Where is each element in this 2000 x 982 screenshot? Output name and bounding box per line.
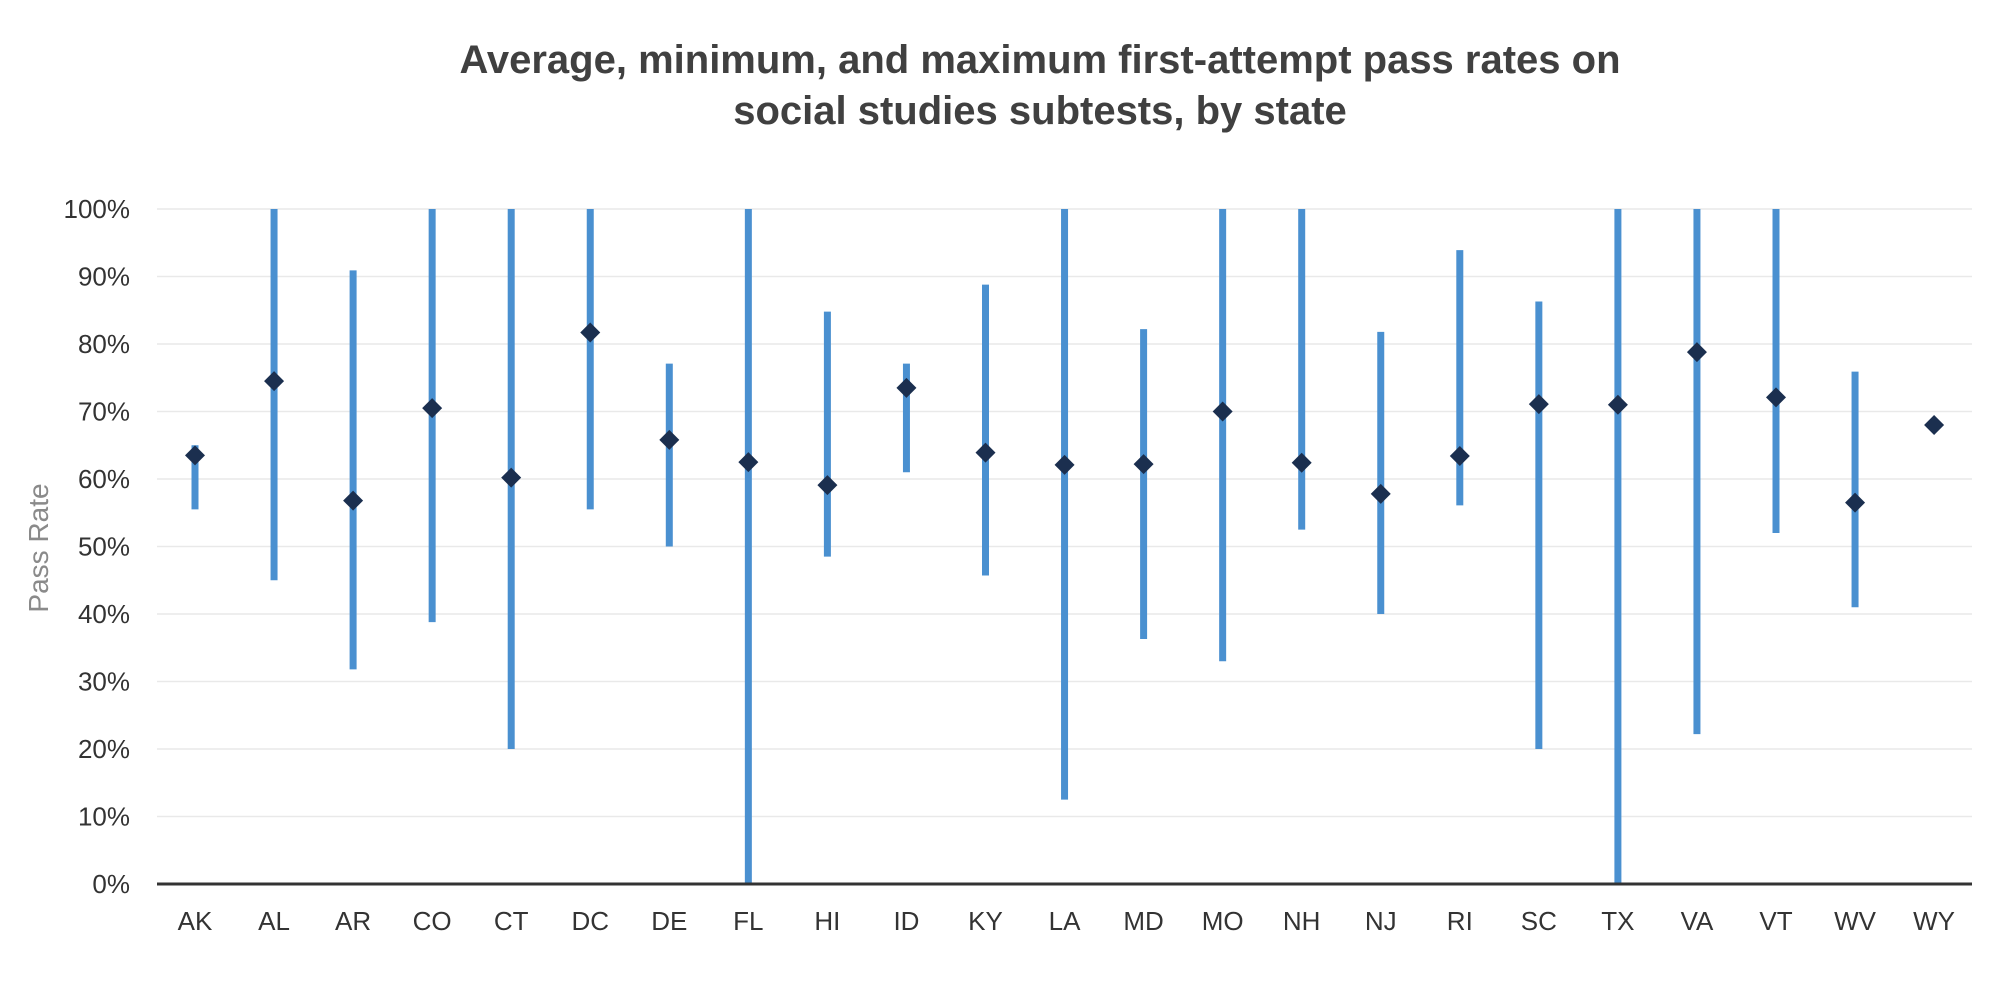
y-tick-label: 40%	[78, 599, 130, 629]
chart-title-line-2: social studies subtests, by state	[733, 89, 1347, 133]
average-marker-al	[264, 371, 285, 392]
average-marker-md	[1133, 454, 1154, 475]
average-marker-nj	[1370, 483, 1391, 504]
x-tick-label-mo: MO	[1202, 906, 1244, 936]
average-marker-ct	[501, 467, 522, 488]
average-marker-nh	[1291, 452, 1312, 473]
chart-title-line-1: Average, minimum, and maximum first-atte…	[459, 38, 1620, 82]
average-marker-ak	[185, 445, 205, 466]
average-marker-de	[659, 429, 680, 450]
average-marker-va	[1686, 342, 1707, 363]
x-tick-label-ri: RI	[1447, 906, 1473, 936]
y-axis-ticks: 0% 10% 20% 30% 40% 50% 60% 70% 80% 90% 100%	[64, 194, 131, 899]
x-tick-label-nh: NH	[1283, 906, 1321, 936]
y-tick-label: 60%	[78, 464, 130, 494]
y-tick-label: 100%	[64, 194, 131, 224]
x-tick-label-al: AL	[258, 906, 290, 936]
average-marker-la	[1054, 454, 1075, 475]
x-tick-label-wy: WY	[1913, 906, 1955, 936]
average-marker-sc	[1528, 394, 1549, 415]
average-marker-co	[422, 398, 443, 419]
x-tick-label-fl: FL	[733, 906, 763, 936]
x-tick-label-co: CO	[413, 906, 452, 936]
x-tick-label-dc: DC	[571, 906, 609, 936]
x-tick-label-vt: VT	[1759, 906, 1792, 936]
average-marker-ar	[343, 490, 364, 511]
y-tick-label: 20%	[78, 734, 130, 764]
y-tick-label: 90%	[78, 262, 130, 292]
x-tick-label-nj: NJ	[1365, 906, 1397, 936]
x-tick-label-ak: AK	[178, 906, 213, 936]
y-tick-label: 0%	[92, 869, 130, 899]
average-marker-id	[896, 377, 917, 398]
average-marker-wv	[1845, 492, 1866, 513]
y-tick-label: 70%	[78, 397, 130, 427]
chart-title: Average, minimum, and maximum first-atte…	[459, 38, 1620, 133]
y-axis-title: Pass Rate	[23, 483, 54, 612]
average-marker-wy	[1924, 415, 1945, 435]
average-marker-ky	[975, 442, 996, 463]
y-tick-label: 80%	[78, 329, 130, 359]
x-tick-label-hi: HI	[814, 906, 840, 936]
x-tick-label-id: ID	[893, 906, 919, 936]
average-marker-fl	[738, 452, 759, 473]
x-tick-label-ar: AR	[335, 906, 371, 936]
x-tick-label-va: VA	[1681, 906, 1714, 936]
average-marker-vt	[1766, 387, 1786, 408]
average-marker-hi	[817, 475, 838, 496]
x-tick-label-ct: CT	[494, 906, 529, 936]
average-marker-mo	[1212, 401, 1233, 422]
y-tick-label: 10%	[78, 802, 130, 832]
x-axis-ticks: AK AL AR CO CT DC DE FL HI ID KY LA MD MO NH NJ RI SC TX VA…	[178, 906, 1955, 936]
x-tick-label-wv: WV	[1834, 906, 1877, 936]
x-tick-label-sc: SC	[1521, 906, 1557, 936]
x-tick-label-de: DE	[651, 906, 687, 936]
average-marker-tx	[1607, 394, 1628, 415]
x-tick-label-md: MD	[1123, 906, 1163, 936]
average-markers	[185, 322, 1945, 513]
average-marker-dc	[580, 322, 601, 343]
average-marker-ri	[1449, 446, 1470, 467]
x-tick-label-la: LA	[1049, 906, 1081, 936]
y-tick-label: 30%	[78, 667, 130, 697]
x-tick-label-ky: KY	[968, 906, 1003, 936]
y-tick-label: 50%	[78, 532, 130, 562]
x-tick-label-tx: TX	[1601, 906, 1634, 936]
